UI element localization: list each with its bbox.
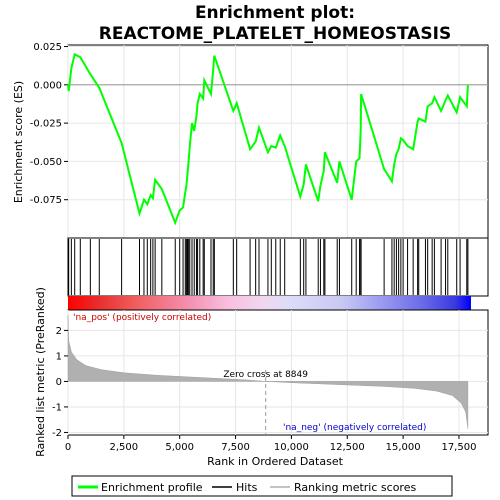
x-tick-label-5: 12,500	[330, 442, 365, 453]
metric-y-ticks: 2 1 0 -1 -2	[52, 326, 68, 439]
x-tick-label-4: 10,000	[274, 442, 309, 453]
metric-ytick-label-2: 0	[56, 377, 62, 388]
heatmap-bar	[68, 296, 471, 310]
pos-correlated-label: 'na_pos' (positively correlated)	[73, 313, 211, 323]
metric-y-axis-label: Ranked list metric (PreRanked)	[34, 287, 47, 457]
es-ytick-label-1: 0.000	[33, 80, 62, 91]
hits-panel	[69, 239, 468, 295]
x-axis-label: Rank in Ordered Dataset	[207, 455, 344, 468]
es-y-ticks: 0.025 0.000 -0.025 -0.050 -0.075	[30, 42, 68, 206]
legend: Enrichment profile Hits Ranking metric s…	[72, 476, 452, 496]
metric-ytick-label-0: 2	[56, 326, 62, 337]
metric-ytick-label-4: -2	[52, 428, 62, 439]
x-tick-label-6: 15,000	[386, 442, 421, 453]
x-tick-label-0: 0	[65, 442, 71, 453]
es-y-axis-label: Enrichment score (ES)	[12, 81, 25, 203]
legend-enrichment-label: Enrichment profile	[101, 481, 203, 494]
es-ytick-label-2: -0.025	[30, 119, 62, 130]
metric-ytick-label-3: -1	[52, 402, 62, 413]
legend-metric-label: Ranking metric scores	[294, 481, 416, 494]
enrichment-profile-line	[68, 54, 468, 223]
metric-ytick-label-1: 1	[56, 351, 62, 362]
x-tick-label-2: 5,000	[165, 442, 194, 453]
zero-cross-label: Zero cross at 8849	[223, 370, 308, 380]
x-axis-ticks: 0 2,500 5,000 7,500 10,000 12,500 15,000 17,500	[65, 435, 477, 453]
es-ytick-label-3: -0.050	[30, 157, 62, 168]
x-tick-label-3: 7,500	[221, 442, 250, 453]
title-line2: REACTOME_PLATELET_HOMEOSTASIS	[99, 24, 451, 44]
es-ytick-label-0: 0.025	[33, 42, 62, 53]
x-tick-label-1: 2,500	[110, 442, 139, 453]
legend-hits-label: Hits	[236, 481, 258, 494]
neg-correlated-label: 'na_neg' (negatively correlated)	[283, 423, 426, 433]
es-ytick-label-4: -0.075	[30, 195, 62, 206]
x-tick-label-7: 17,500	[441, 442, 476, 453]
title-line1: Enrichment plot:	[195, 3, 355, 23]
